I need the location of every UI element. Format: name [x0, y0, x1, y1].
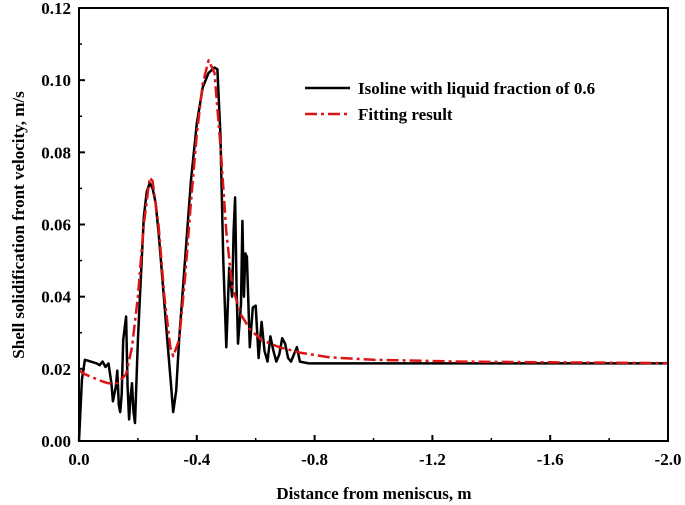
x-tick-label: -0.4 [183, 450, 210, 469]
series-line-fitting [78, 59, 669, 385]
plot-frame [78, 7, 669, 442]
x-axis-title: Distance from meniscus, m [276, 484, 471, 503]
y-tick-label: 0.02 [41, 360, 71, 379]
x-tick-label: -1.2 [419, 450, 446, 469]
y-tick-label: 0.04 [41, 288, 71, 307]
y-axis-title: Shell solidification front velocity, m/s [9, 91, 28, 359]
x-axis: 0.0 -0.4 -0.8 -1.2 -1.6 -2.0 [68, 435, 681, 469]
legend-label-fitting: Fitting result [358, 105, 453, 124]
x-tick-label: -0.8 [301, 450, 328, 469]
y-tick-label: 0.08 [41, 143, 71, 162]
x-tick-label: 0.0 [68, 450, 89, 469]
legend: Isoline with liquid fraction of 0.6 Fitt… [305, 79, 595, 124]
y-tick-label: 0.00 [41, 432, 71, 451]
y-tick-label: 0.12 [41, 0, 71, 18]
y-tick-label: 0.10 [41, 71, 71, 90]
legend-label-isoline: Isoline with liquid fraction of 0.6 [358, 79, 595, 98]
plot-area [77, 7, 669, 442]
x-tick-label: -2.0 [655, 450, 682, 469]
x-tick-label: -1.6 [537, 450, 564, 469]
y-axis: 0.00 0.02 0.04 0.06 0.08 0.10 0.12 [41, 0, 85, 451]
y-tick-label: 0.06 [41, 216, 71, 235]
series-line-isoline [77, 66, 668, 442]
